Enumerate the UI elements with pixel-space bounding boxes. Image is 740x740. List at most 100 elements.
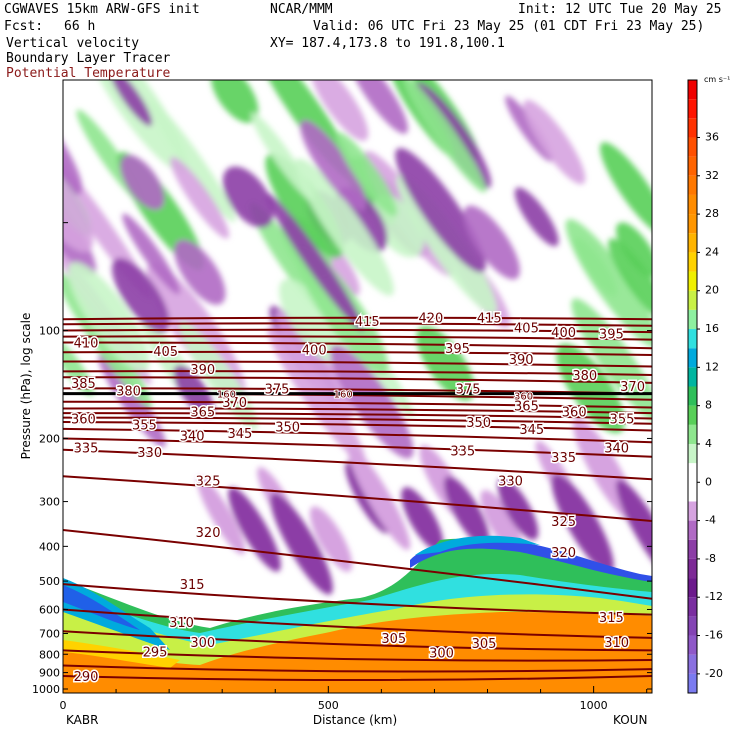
vv-streak — [63, 154, 94, 252]
vv-streak — [608, 238, 652, 322]
colorbar-label: 16 — [705, 322, 719, 335]
colorbar-label: 32 — [705, 169, 719, 182]
colorbar-label: 24 — [705, 245, 719, 258]
theta-contour-355 — [63, 412, 652, 420]
vv-streak — [265, 153, 344, 258]
y-tick-label: 500 — [39, 575, 60, 588]
colorbar-bin — [688, 233, 697, 253]
theta-contour-295 — [63, 664, 652, 673]
theta-label: 385 — [71, 377, 96, 392]
colorbar-bin — [688, 290, 697, 310]
colorbar-bin — [688, 443, 697, 464]
vv-streak — [222, 166, 274, 228]
theta-label: 300 — [190, 636, 215, 651]
theta-label: 295 — [143, 645, 168, 660]
y-tick-label: 700 — [39, 627, 60, 640]
colorbar-label: 28 — [705, 207, 719, 220]
theta-label: 365 — [514, 400, 539, 415]
theta-contour-365 — [63, 400, 652, 409]
theta-label: 380 — [572, 369, 597, 384]
colorbar-label: 12 — [705, 360, 719, 373]
org-label: NCAR/MMM — [270, 2, 333, 17]
vv-streak — [551, 473, 614, 574]
theta-label: 380 — [116, 385, 141, 400]
vv-streak — [122, 213, 180, 295]
vv-streak — [336, 132, 397, 217]
theta-contour-420 — [63, 316, 652, 321]
x-tick-label: 500 — [318, 699, 339, 712]
vv-streak — [170, 157, 230, 239]
field-potential-temperature: Potential Temperature — [6, 66, 171, 81]
colorbar-label: 4 — [705, 437, 712, 450]
model-title: CGWAVES 15km ARW-GFS init — [4, 2, 200, 17]
x-tick-label: 1000 — [580, 699, 608, 712]
theta-label: 400 — [551, 326, 576, 341]
theta-label: 320 — [551, 546, 576, 561]
theta-contour-340 — [63, 427, 652, 444]
vv-streak — [403, 80, 486, 193]
theta-label: 405 — [514, 321, 539, 336]
potential-temperature-labels: 410 405 400 415 420 415 405 400 395 395 390 390 385 3… — [69, 310, 646, 686]
vv-streak — [401, 487, 444, 552]
vertical-velocity-field — [63, 80, 652, 595]
vv-streak — [463, 205, 520, 280]
vv-streak — [514, 187, 559, 247]
theta-label: 300 — [429, 646, 454, 661]
theta-label: 350 — [466, 416, 491, 431]
colorbar-bin — [688, 501, 697, 521]
theta-label: 325 — [196, 474, 221, 489]
theta-contour-345 — [63, 421, 652, 432]
vv-streak — [68, 262, 150, 372]
theta-label: 325 — [551, 515, 576, 530]
y-tick-label: 800 — [39, 648, 60, 661]
y-tick-label: 100 — [39, 325, 60, 338]
vv-streak — [109, 80, 153, 126]
vv-streak — [616, 479, 652, 581]
theta-label: 390 — [190, 363, 215, 378]
vv-streak — [571, 298, 652, 423]
colorbar-label: 8 — [705, 399, 712, 412]
theta-label: 370 — [222, 396, 247, 411]
y-tick-label: 300 — [39, 496, 60, 509]
colorbar-bin — [688, 118, 697, 138]
theta-label: 365 — [190, 405, 215, 420]
y-axis: 100 200 300 400 500 600 700 800 900 1000 — [32, 222, 652, 696]
theta-label: 350 — [275, 420, 300, 435]
colorbar: -20 -16 -12 -8 -4 0 4 8 12 16 20 24 28 32 36 — [687, 79, 723, 694]
vv-streak — [120, 154, 165, 210]
theta-contour-400 — [63, 341, 652, 350]
colorbar-bin — [688, 539, 697, 559]
colorbar-label: -16 — [705, 629, 723, 642]
colorbar-bin — [688, 463, 697, 502]
vv-streak — [228, 487, 281, 572]
theta-label: 360 — [71, 413, 96, 428]
colorbar-label: -12 — [705, 590, 723, 603]
colorbar-bin — [688, 348, 697, 368]
colorbar-bin — [688, 654, 697, 674]
colorbar-bin — [688, 194, 697, 215]
theta-label: 335 — [450, 444, 475, 459]
theta-label: 395 — [599, 328, 624, 343]
theta-contour-315 — [63, 583, 652, 616]
y-tick-label: 1000 — [32, 683, 60, 696]
theta-label: 355 — [610, 413, 635, 428]
vv-streak — [615, 222, 652, 277]
theta-label: 340 — [604, 442, 629, 457]
theta-contour-395 — [63, 350, 652, 356]
colorbar-label: 20 — [705, 284, 719, 297]
theta-contour-305 — [63, 630, 652, 652]
right-endpoint-label: KOUN — [613, 713, 647, 727]
theta-contour-410 — [63, 328, 652, 334]
theta-contour-320 — [63, 528, 652, 600]
tropopause-label: 360 — [514, 392, 533, 403]
theta-label: 320 — [196, 526, 221, 541]
theta-label: 370 — [620, 380, 645, 395]
field-vertical-velocity: Vertical velocity — [6, 36, 140, 51]
colorbar-bin — [688, 80, 697, 100]
colorbar-bin — [688, 175, 697, 195]
theta-label: 400 — [302, 344, 327, 359]
theta-contour-300 — [63, 649, 652, 662]
colorbar-bin — [688, 214, 697, 234]
vv-streak — [63, 337, 94, 397]
forecast-value: 66 h — [64, 19, 96, 34]
